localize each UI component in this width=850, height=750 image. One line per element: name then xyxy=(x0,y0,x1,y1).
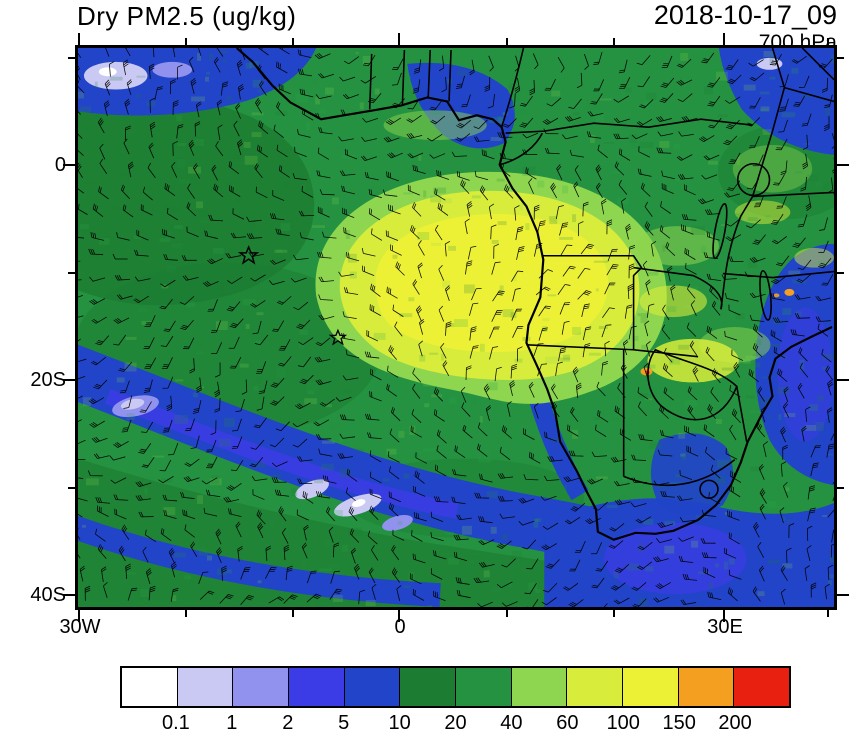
axis-tick xyxy=(63,378,75,382)
colorbar-label: 150 xyxy=(662,712,696,734)
colorbar-cell xyxy=(455,668,511,706)
map-frame xyxy=(75,45,837,610)
colorbar-cell xyxy=(176,668,233,706)
colorbar-labels: 0.1 1 2 5 10 20 40 60 100 150 200 xyxy=(120,712,791,740)
lat-tick-label-20s: 20S xyxy=(30,369,66,391)
axis-tick xyxy=(722,610,726,622)
colorbar-cell xyxy=(677,668,734,706)
axis-tick xyxy=(837,593,849,597)
lon-tick-label-30e: 30E xyxy=(707,616,743,638)
colorbar-label: 20 xyxy=(444,712,467,734)
wind-barb-layer xyxy=(78,48,834,607)
colorbar-label: 0.1 xyxy=(162,712,190,734)
lat-tick-label-0: 0 xyxy=(54,154,66,176)
axis-tick xyxy=(506,610,508,617)
axis-tick xyxy=(185,38,187,45)
axis-tick xyxy=(68,486,75,489)
axis-tick xyxy=(77,610,81,622)
colorbar-cell xyxy=(510,668,567,706)
colorbar-label: 200 xyxy=(718,712,752,734)
star-marker xyxy=(328,328,348,346)
colorbar-label: 10 xyxy=(388,712,411,734)
pm25-fill-layer xyxy=(78,48,834,607)
axis-tick xyxy=(292,38,294,45)
wind-barbs xyxy=(78,48,834,607)
axis-tick xyxy=(827,610,829,617)
lat-tick-label-40s: 40S xyxy=(30,584,66,606)
page-title: Dry PM2.5 (ug/kg) xyxy=(77,1,297,31)
colorbar-label: 40 xyxy=(500,712,523,734)
colorbar-cell xyxy=(399,668,456,706)
axis-tick xyxy=(292,610,294,617)
axis-tick xyxy=(185,610,187,617)
station-markers xyxy=(237,245,348,346)
colorbar-cell xyxy=(622,668,678,706)
lon-tick-label-30w: 30W xyxy=(59,616,101,638)
hotspot xyxy=(784,288,795,296)
axis-tick xyxy=(63,593,75,597)
colorbar-label: 1 xyxy=(226,712,238,734)
colorbar-cell xyxy=(122,668,177,706)
axis-tick xyxy=(837,378,849,382)
colorbar xyxy=(120,666,791,708)
axis-tick xyxy=(68,271,75,274)
axis-tick xyxy=(827,38,829,45)
star-marker xyxy=(237,245,260,265)
axis-tick xyxy=(837,271,844,274)
axis-tick xyxy=(722,33,726,45)
valid-datetime: 2018-10-17_09 xyxy=(653,0,837,30)
axis-tick xyxy=(837,486,844,489)
map-canvas xyxy=(78,48,834,607)
axis-tick xyxy=(506,38,508,45)
axis-tick xyxy=(613,610,615,617)
axis-tick xyxy=(68,56,75,59)
axis-tick xyxy=(613,38,615,45)
axis-tick xyxy=(77,33,81,45)
colorbar-label: 100 xyxy=(606,712,640,734)
country-borders xyxy=(368,48,834,499)
colorbar-cell xyxy=(566,668,623,706)
axis-tick xyxy=(837,163,849,167)
colorbar-cell xyxy=(343,668,400,706)
colorbar-label: 5 xyxy=(338,712,350,734)
lon-tick-label-0: 0 xyxy=(394,616,406,638)
colorbar-label: 60 xyxy=(556,712,579,734)
colorbar-cell xyxy=(733,668,790,706)
axis-tick xyxy=(837,56,844,59)
axis-tick xyxy=(63,163,75,167)
colorbar-label: 2 xyxy=(282,712,294,734)
axis-tick xyxy=(397,33,401,45)
colorbar-cell xyxy=(288,668,344,706)
hotspot xyxy=(773,293,780,298)
axis-tick xyxy=(397,610,401,622)
colorbar-cell xyxy=(232,668,289,706)
